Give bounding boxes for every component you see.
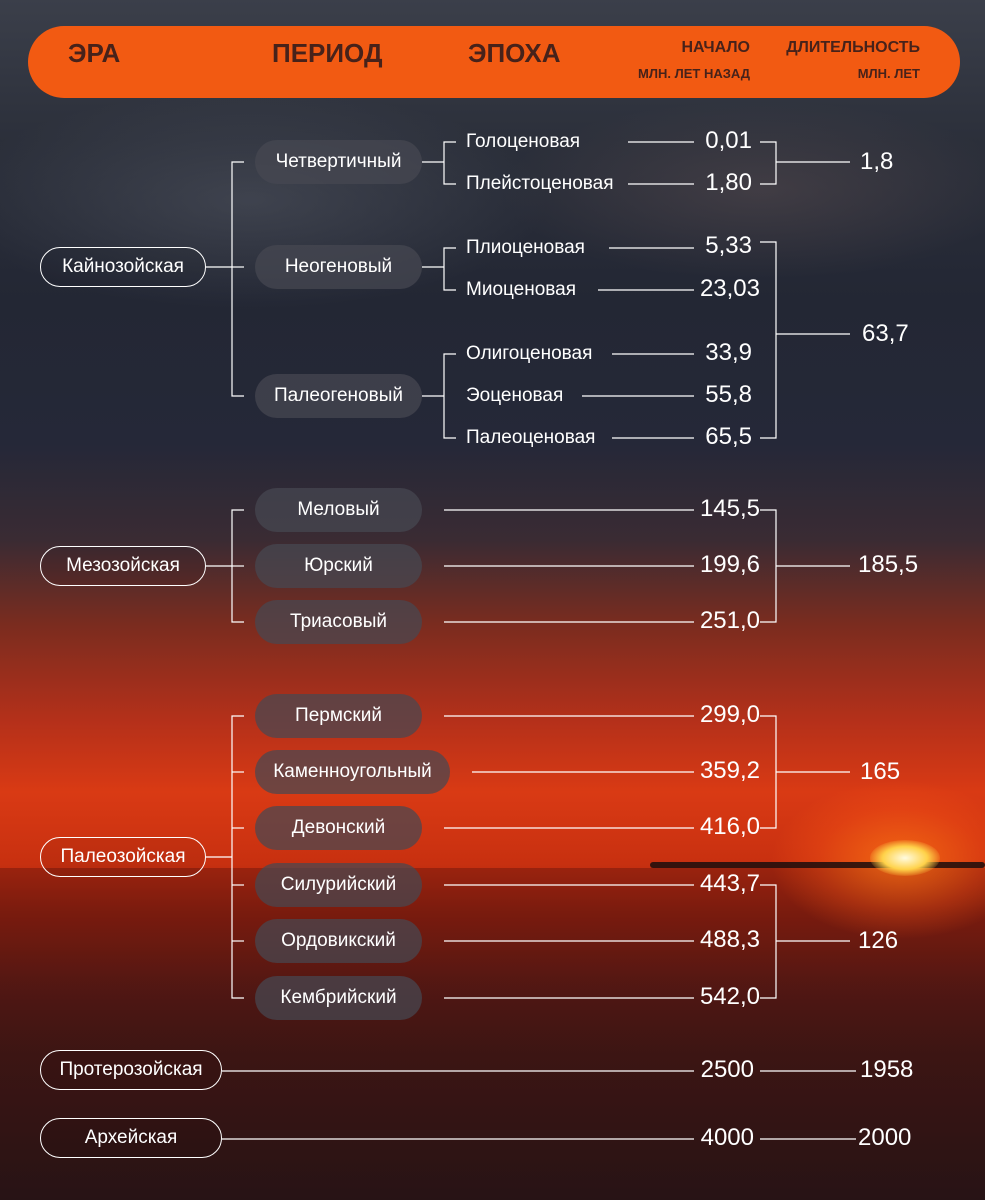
duration-mesozoic: 185,5	[858, 551, 919, 578]
duration-upper-paleozoic: 165	[860, 758, 901, 785]
start-permian: 299,0	[699, 701, 760, 728]
period-cretaceous: Меловый	[255, 488, 422, 532]
header-epoch: ЭПОХА	[468, 38, 561, 68]
start-oligocene: 33,9	[705, 339, 752, 366]
era-mesozoic: Мезозойская	[40, 546, 206, 586]
epoch-pliocene: Плиоценовая	[466, 237, 585, 258]
start-silurian: 443,7	[699, 870, 760, 897]
start-holocene: 0,01	[705, 127, 752, 154]
epoch-paleocene: Палеоценовая	[466, 427, 596, 448]
start-cretaceous: 145,5	[699, 495, 760, 522]
period-silurian: Силурийский	[255, 863, 422, 907]
duration-archean: 2000	[858, 1124, 912, 1151]
period-paleogene: Палеогеновый	[255, 374, 422, 418]
start-cambrian: 542,0	[699, 983, 760, 1010]
period-jurassic: Юрский	[255, 544, 422, 588]
header-start-sub: МЛН. ЛЕТ НАЗАД	[638, 66, 750, 81]
header-duration: ДЛИТЕЛЬНОСТЬ	[786, 39, 920, 56]
start-ordovician: 488,3	[699, 926, 760, 953]
epoch-miocene: Миоценовая	[466, 279, 577, 300]
background-cloud	[500, 100, 985, 280]
period-permian: Пермский	[255, 694, 422, 738]
start-pliocene: 5,33	[705, 232, 752, 259]
epoch-oligocene: Олигоценовая	[466, 343, 593, 364]
period-devonian: Девонский	[255, 806, 422, 850]
header-start: НАЧАЛО	[681, 39, 750, 56]
period-neogene: Неогеновый	[255, 245, 422, 289]
period-triassic: Триасовый	[255, 600, 422, 644]
sun	[870, 840, 940, 876]
period-cambrian: Кембрийский	[255, 976, 422, 1020]
duration-proterozoic: 1958	[860, 1056, 914, 1083]
epoch-pleistocene: Плейстоценовая	[466, 173, 614, 194]
start-devonian: 416,0	[699, 813, 760, 840]
era-proterozoic: Протерозойская	[40, 1050, 222, 1090]
start-archean: 4000	[700, 1124, 754, 1151]
period-ordovician: Ордовикский	[255, 919, 422, 963]
period-quaternary: Четвертичный	[255, 140, 422, 184]
start-paleocene: 65,5	[705, 423, 752, 450]
header-period: ПЕРИОД	[272, 38, 383, 68]
start-miocene: 23,03	[699, 275, 760, 302]
horizon-shore	[650, 862, 985, 868]
duration-quaternary: 1,8	[860, 148, 894, 175]
epoch-holocene: Голоценовая	[466, 131, 581, 152]
start-eocene: 55,8	[705, 381, 752, 408]
start-carboniferous: 359,2	[699, 757, 760, 784]
epoch-eocene: Эоценовая	[466, 385, 564, 406]
start-proterozoic: 2500	[700, 1056, 754, 1083]
table-header: ЭРА ПЕРИОД ЭПОХА НАЧАЛО МЛН. ЛЕТ НАЗАД Д…	[28, 26, 960, 98]
era-archean: Архейская	[40, 1118, 222, 1158]
start-pleistocene: 1,80	[705, 169, 752, 196]
duration-lower-paleozoic: 126	[858, 927, 899, 954]
header-duration-sub: МЛН. ЛЕТ	[857, 66, 920, 81]
era-cenozoic: Кайнозойская	[40, 247, 206, 287]
start-triassic: 251,0	[699, 607, 760, 634]
duration-tertiary: 63,7	[862, 320, 909, 347]
period-carboniferous: Каменноугольный	[255, 750, 450, 794]
start-jurassic: 199,6	[699, 551, 760, 578]
header-era: ЭРА	[68, 38, 121, 68]
era-paleozoic: Палеозойская	[40, 837, 206, 877]
